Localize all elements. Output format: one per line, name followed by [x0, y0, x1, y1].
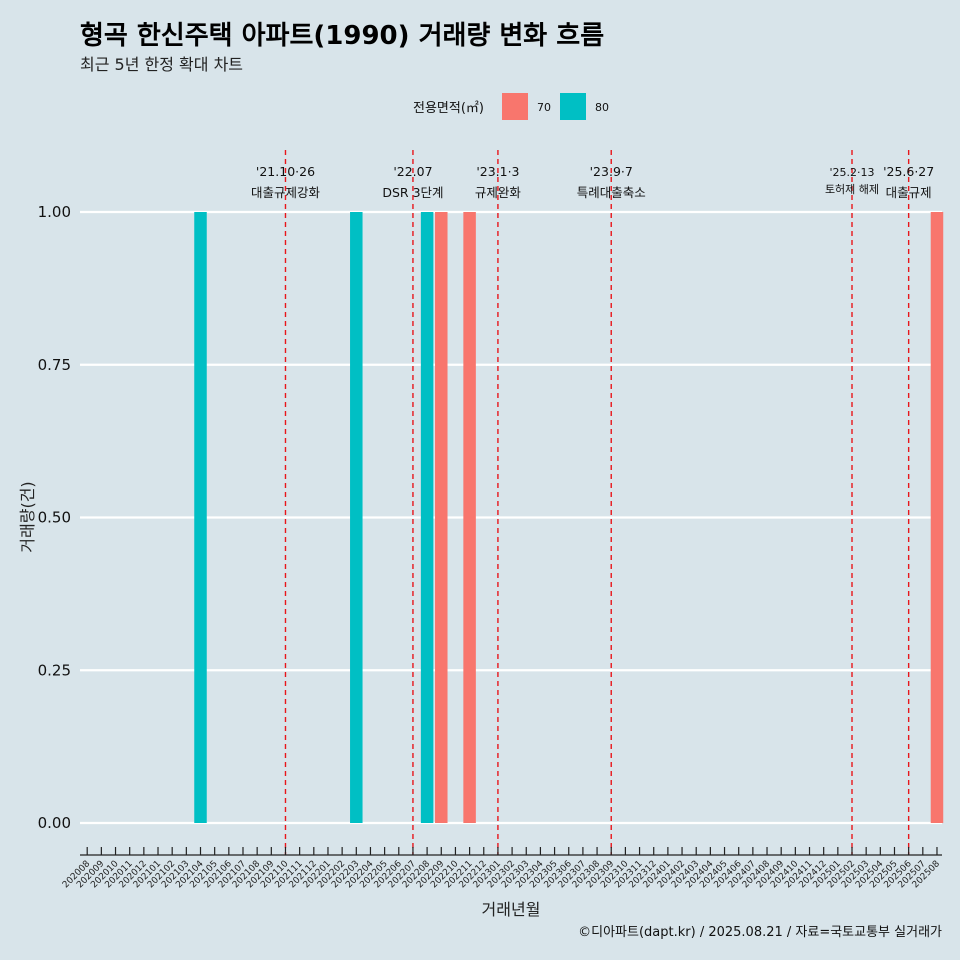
event-date: '23.1·3 — [476, 164, 519, 179]
y-axis-label: 거래량(건) — [18, 481, 37, 552]
event-label: 특례대출축소 — [577, 185, 646, 200]
event-label: 대출규제 — [886, 185, 932, 200]
event-date: '25.6·27 — [883, 164, 934, 179]
policy-events: '21.10·26 대출규제강화 '22.07 DSR 3단계 '23.1·3 규제완화 '… — [251, 150, 934, 855]
bar-70-202508 — [930, 212, 944, 823]
bar-80-202104 — [194, 212, 207, 823]
x-axis-label: 거래년월 — [482, 900, 541, 919]
y-gridlines — [80, 210, 942, 825]
legend: 전용면적(㎡) 70 80 — [413, 93, 609, 120]
legend-label-80: 80 — [595, 101, 609, 114]
event-date: '25.2·13 — [829, 166, 874, 179]
y-tick-label: 0.00 — [38, 814, 71, 832]
bar-70-202211 — [463, 212, 476, 823]
event-label: 대출규제강화 — [251, 185, 321, 200]
chart-subtitle: 최근 5년 한정 확대 차트 — [80, 55, 243, 74]
event-label: DSR 3단계 — [382, 185, 443, 200]
legend-swatch-80 — [560, 93, 586, 120]
legend-title: 전용면적(㎡) — [413, 101, 484, 116]
bar-80-202208 — [420, 212, 434, 823]
event-label: 규제완화 — [475, 185, 522, 200]
legend-swatch-70 — [502, 93, 528, 120]
chart-title: 형곡 한신주택 아파트(1990) 거래량 변화 흐름 — [80, 21, 604, 51]
y-tick-label: 0.50 — [38, 509, 71, 527]
y-tick-label: 0.75 — [38, 356, 71, 374]
event-date: '22.07 — [393, 164, 432, 179]
bars — [194, 212, 944, 823]
y-tick-label: 1.00 — [38, 203, 71, 221]
caption: ©디아파트(dapt.kr) / 2025.08.21 / 자료=국토교통부 실… — [578, 925, 942, 940]
bar-70-202209 — [435, 212, 448, 823]
y-tick-labels: 0.00 0.25 0.50 0.75 1.00 — [38, 203, 71, 832]
legend-label-70: 70 — [537, 101, 551, 114]
event-date: '23.9·7 — [590, 164, 633, 179]
x-axis: 2020082020092020102020112020122021012021… — [61, 847, 942, 890]
event-date: '21.10·26 — [256, 164, 315, 179]
bar-80-202203 — [350, 212, 363, 823]
event-label: 토허제 해제 — [825, 182, 879, 196]
y-tick-label: 0.25 — [38, 661, 71, 679]
